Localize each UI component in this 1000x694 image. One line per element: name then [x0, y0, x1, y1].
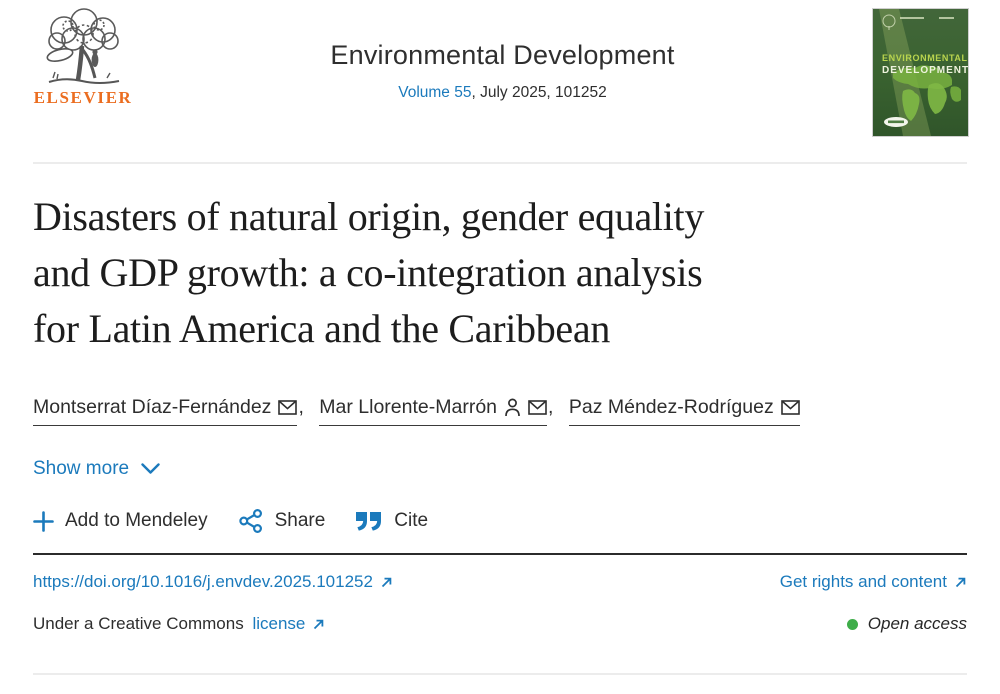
get-rights-link[interactable]: Get rights and content [780, 572, 967, 592]
open-access-badge: Open access [846, 614, 967, 634]
elsevier-tree-icon [46, 8, 120, 84]
envelope-icon [780, 399, 800, 415]
doi-row: https://doi.org/10.1016/j.envdev.2025.10… [33, 555, 967, 592]
volume-link[interactable]: Volume 55 [398, 84, 472, 101]
bottom-divider [33, 673, 967, 675]
open-access-label: Open access [867, 614, 967, 633]
get-rights-label: Get rights and content [779, 572, 947, 591]
author-name: Montserrat Díaz-Fernández [33, 396, 272, 418]
journal-title-block: Environmental Development Volume 55, Jul… [133, 8, 872, 102]
author-link-1[interactable]: Montserrat Díaz-Fernández [33, 394, 298, 426]
elsevier-logo[interactable]: ELSEVIER [33, 8, 133, 108]
author-separator: , [548, 396, 554, 418]
issue-info: , July 2025, 101252 [471, 84, 607, 101]
external-link-icon [312, 618, 325, 631]
article-title: Disasters of natural origin, gender equa… [33, 189, 967, 357]
open-access-dot-icon [846, 618, 858, 630]
author-name: Paz Méndez-Rodríguez [568, 396, 774, 418]
journal-cover-image: ENVIRONMENTAL DEVELOPMENT [872, 8, 969, 137]
envelope-icon [278, 399, 298, 415]
cite-quote-icon [355, 511, 383, 532]
cover-title-line1: ENVIRONMENTAL [882, 53, 968, 63]
external-link-icon [954, 576, 967, 589]
license-row: Under a Creative Commons license Open ac… [33, 614, 967, 634]
license-link[interactable]: license [252, 614, 325, 634]
cite-button[interactable]: Cite [355, 510, 428, 532]
author-link-2[interactable]: Mar Llorente-Marrón [319, 394, 548, 426]
doi-link[interactable]: https://doi.org/10.1016/j.envdev.2025.10… [33, 572, 393, 592]
envelope-icon [528, 399, 547, 415]
elsevier-wordmark: ELSEVIER [33, 88, 133, 107]
article-title-line: Disasters of natural origin, gender equa… [33, 194, 705, 239]
license-text: Under a Creative Commons license [33, 614, 325, 634]
share-button[interactable]: Share [238, 508, 326, 534]
journal-cover[interactable]: ENVIRONMENTAL DEVELOPMENT [872, 8, 969, 137]
article-header-page: ELSEVIER Environmental Development Volum… [33, 0, 969, 675]
show-more-label: Show more [33, 458, 130, 479]
journal-title-link[interactable]: Environmental Development [330, 40, 675, 70]
article-title-line: for Latin America and the Caribbean [33, 306, 611, 351]
journal-banner: ELSEVIER Environmental Development Volum… [33, 0, 969, 162]
license-link-label: license [252, 614, 306, 633]
volume-issue-line: Volume 55, July 2025, 101252 [133, 84, 872, 102]
cover-title-line2: DEVELOPMENT [882, 65, 969, 76]
person-icon [504, 398, 521, 417]
add-to-mendeley-label: Add to Mendeley [65, 510, 208, 531]
header-divider [33, 162, 967, 164]
author-separator: , [298, 396, 304, 418]
author-list: Montserrat Díaz-Fernández , Mar Llorente… [33, 394, 967, 426]
author-link-3[interactable]: Paz Méndez-Rodríguez [568, 394, 800, 426]
author-name: Mar Llorente-Marrón [319, 396, 498, 418]
plus-icon [33, 510, 54, 532]
article-toolbar: Add to Mendeley Share Cite [33, 508, 967, 534]
toolbar-divider [33, 553, 967, 555]
show-more-button[interactable]: Show more [33, 458, 160, 480]
article-title-line: and GDP growth: a co-integration analysi… [33, 250, 703, 295]
share-label: Share [274, 510, 326, 531]
share-icon [238, 508, 264, 534]
doi-url: https://doi.org/10.1016/j.envdev.2025.10… [33, 572, 373, 591]
external-link-icon [380, 576, 393, 589]
chevron-down-icon [141, 463, 160, 475]
cite-label: Cite [394, 510, 429, 531]
add-to-mendeley-button[interactable]: Add to Mendeley [33, 510, 208, 532]
license-prefix: Under a Creative Commons [33, 614, 244, 633]
